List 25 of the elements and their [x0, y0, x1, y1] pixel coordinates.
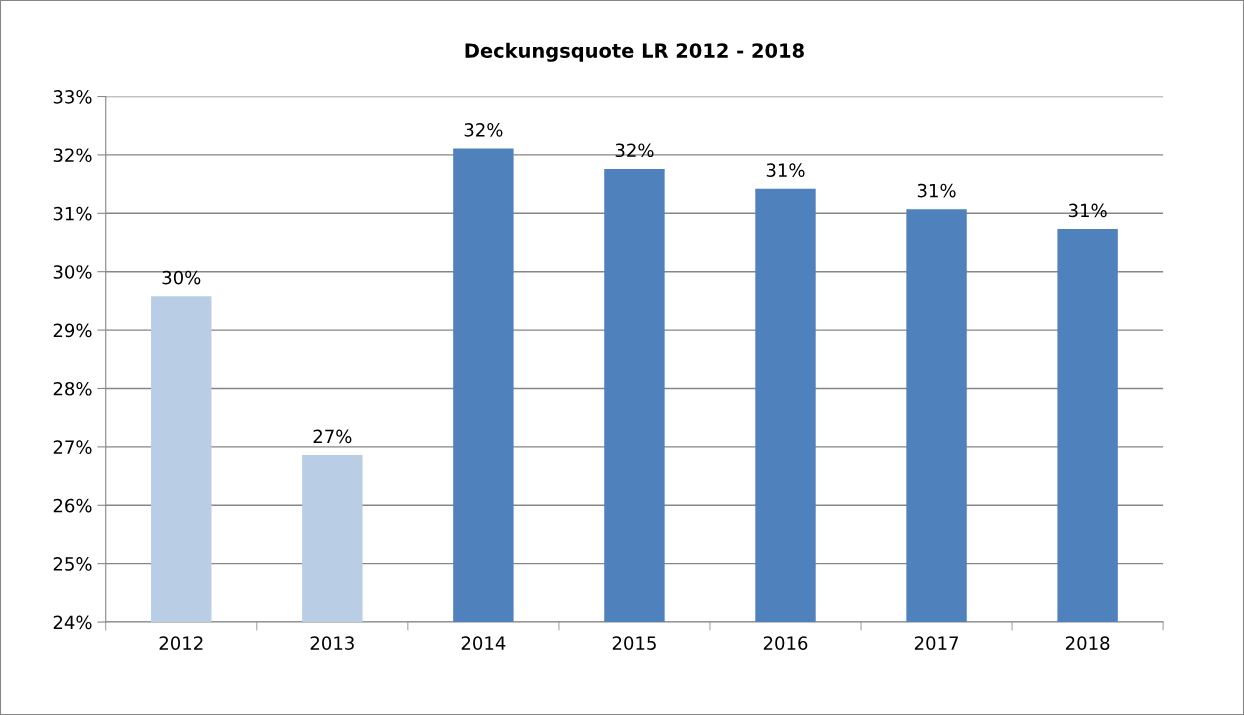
data-label: 31% [1068, 203, 1107, 218]
y-tick-label: 28% [53, 381, 92, 396]
x-tick-label: 2018 [1065, 636, 1110, 650]
x-tick-label: 2015 [612, 636, 656, 650]
x-tick-label: 2016 [763, 636, 808, 650]
data-label: 30% [162, 270, 201, 285]
data-label: 32% [464, 123, 503, 137]
y-tick-label: 30% [53, 265, 92, 279]
data-label: 32% [615, 143, 654, 158]
x-tick-label: 2012 [159, 636, 203, 650]
data-label: 31% [766, 163, 805, 177]
x-tick-label: 2013 [310, 636, 354, 650]
y-tick-label: 32% [53, 148, 92, 163]
x-tick-label: 2017 [914, 636, 958, 650]
data-label: 31% [917, 183, 956, 198]
y-tick-label: 29% [53, 323, 92, 338]
data-label: 27% [313, 429, 352, 444]
chart-title: Deckungsquote LR 2012 - 2018 [465, 42, 804, 62]
y-tick-label: 25% [53, 557, 92, 571]
y-tick-label: 24% [53, 615, 92, 630]
y-tick-label: 33% [53, 89, 92, 104]
y-tick-label: 31% [53, 206, 92, 221]
y-tick-label: 26% [53, 498, 92, 513]
x-tick-label: 2014 [461, 636, 506, 650]
y-tick-label: 27% [53, 440, 92, 454]
